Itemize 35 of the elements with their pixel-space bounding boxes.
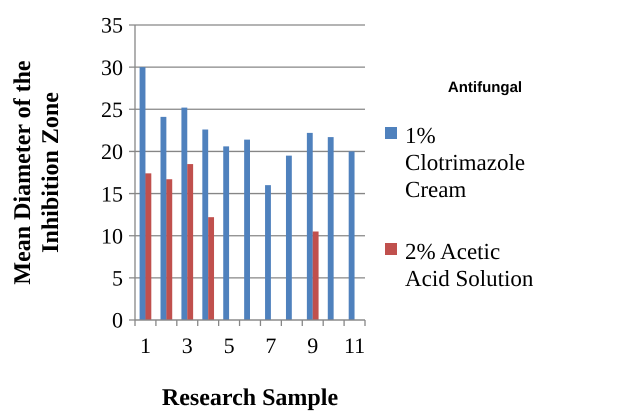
bar xyxy=(244,140,250,320)
x-axis-title: Research Sample xyxy=(162,385,338,411)
bar xyxy=(140,67,146,320)
y-tick-label: 5 xyxy=(112,266,123,291)
legend-label: 2% Acetic Acid Solution xyxy=(405,239,534,292)
legend-title: Antifungal xyxy=(448,79,522,96)
y-tick-label: 35 xyxy=(101,12,123,38)
x-tick-label: 11 xyxy=(344,333,366,358)
y-tick-label: 10 xyxy=(101,223,123,248)
bar xyxy=(160,116,166,320)
x-tick-label: 9 xyxy=(307,333,318,358)
bar xyxy=(286,156,292,320)
bar xyxy=(145,173,152,320)
bar xyxy=(202,130,208,320)
bar xyxy=(328,137,334,320)
y-tick-label: 20 xyxy=(101,139,123,164)
y-tick-label: 25 xyxy=(101,96,123,122)
y-tick-label: 15 xyxy=(101,181,123,206)
bar xyxy=(312,232,319,320)
x-tick-label: 7 xyxy=(265,333,276,358)
y-tick-label: 30 xyxy=(101,54,123,80)
x-tick-label: 3 xyxy=(182,333,193,358)
bar xyxy=(208,217,214,320)
y-tick-label: 0 xyxy=(112,308,123,333)
y-axis-title: Mean Diameter of the Inhibition Zone xyxy=(10,60,64,285)
bar xyxy=(187,164,194,320)
bar xyxy=(223,146,230,320)
bar xyxy=(306,132,313,320)
bar xyxy=(348,151,355,320)
x-tick-label: 1 xyxy=(140,333,151,358)
bar xyxy=(265,185,271,320)
bar xyxy=(166,179,172,320)
legend-label: 1% Clotrimazole Cream xyxy=(405,123,526,202)
x-tick-label: 5 xyxy=(224,333,235,358)
bar xyxy=(181,108,188,320)
